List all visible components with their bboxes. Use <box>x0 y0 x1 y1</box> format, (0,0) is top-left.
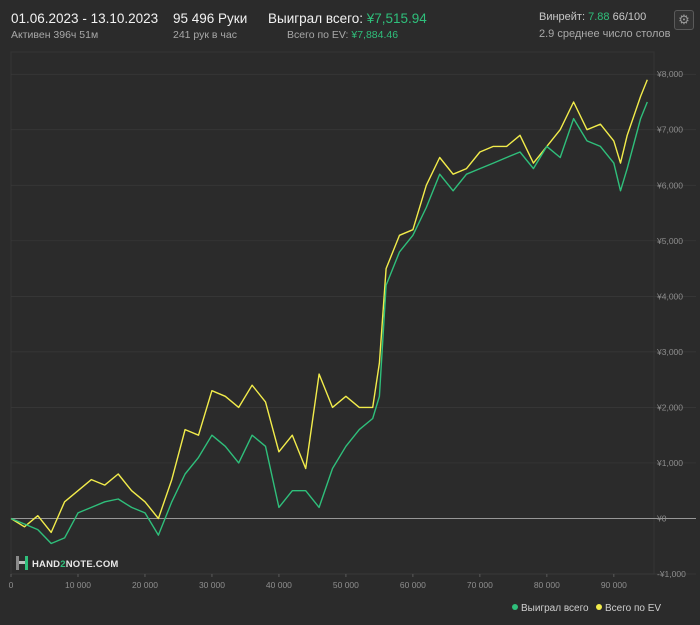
legend-won[interactable]: Выиграл всего <box>512 603 589 614</box>
series-won-line <box>10 101 648 545</box>
series <box>10 79 648 545</box>
y-axis: -¥1,000 ¥0 ¥1,000 ¥2,000 ¥3,000 ¥4,000 ¥5,000 ¥… <box>656 69 686 579</box>
x-tick-label: 20 000 <box>132 580 158 590</box>
hand2note-logo-icon <box>16 556 28 570</box>
won-label: Выиграл всего: <box>268 11 363 26</box>
x-tick-label: 10 000 <box>65 580 91 590</box>
y-tick-label: ¥1,000 <box>656 458 683 468</box>
y-tick-label: ¥6,000 <box>656 180 683 190</box>
legend-won-dot <box>512 604 518 610</box>
grid <box>10 51 696 575</box>
won-total: Выиграл всего: ¥7,515.94 <box>268 11 427 26</box>
date-range[interactable]: 01.06.2023 - 13.10.2023 <box>11 11 159 26</box>
logo-text-b: 2 <box>60 559 66 570</box>
y-tick-label: ¥8,000 <box>656 69 683 79</box>
legend-ev-label: Всего по EV <box>605 603 662 614</box>
active-time: Активен 396ч 51м <box>11 29 99 41</box>
hand2note-logo: HAND2NOTE.COM <box>16 556 119 570</box>
x-tick-label: 30 000 <box>199 580 225 590</box>
x-tick-label: 40 000 <box>266 580 292 590</box>
y-tick-label: ¥2,000 <box>656 402 683 412</box>
hands-count: 95 496 Руки <box>173 11 248 26</box>
ev-total: Всего по EV: ¥7,884.46 <box>287 29 398 41</box>
winrate-value: 7.88 <box>588 11 610 23</box>
winrate-label: Винрейт: <box>539 11 586 23</box>
x-tick-label: 80 000 <box>534 580 560 590</box>
tables-average: 2.9 среднее число столов <box>539 28 671 40</box>
gear-icon[interactable]: ⚙ <box>674 10 694 30</box>
y-tick-label: ¥5,000 <box>656 236 683 246</box>
x-axis: 0 10 000 20 000 30 000 40 000 50 000 60 000 70 … <box>9 574 627 590</box>
legend-ev[interactable]: Всего по EV <box>596 603 661 614</box>
y-tick-label: ¥4,000 <box>656 291 683 301</box>
x-tick-label: 90 000 <box>601 580 627 590</box>
won-value: ¥7,515.94 <box>366 11 427 26</box>
ev-label: Всего по EV: <box>287 29 349 41</box>
hands-per-hour: 241 рук в час <box>173 29 237 41</box>
y-tick-label: ¥3,000 <box>656 347 683 357</box>
logo-text-a: HAND <box>32 559 61 570</box>
logo-text-c: NOTE.COM <box>65 559 119 570</box>
header: 01.06.2023 - 13.10.2023 Активен 396ч 51м… <box>0 0 700 48</box>
legend-won-label: Выиграл всего <box>521 603 589 614</box>
plot-area <box>10 51 655 575</box>
y-tick-label: ¥0 <box>656 513 667 523</box>
winrate: Винрейт: 7.88 66/100 <box>539 11 646 23</box>
y-tick-label: -¥1,000 <box>657 569 686 579</box>
x-tick-label: 50 000 <box>333 580 359 590</box>
y-tick-label: ¥7,000 <box>656 125 683 135</box>
winrate-suffix: 66/100 <box>612 11 647 23</box>
x-tick-label: 0 <box>9 580 14 590</box>
x-tick-label: 60 000 <box>400 580 426 590</box>
x-tick-label: 70 000 <box>467 580 493 590</box>
ev-value: ¥7,884.46 <box>351 29 399 41</box>
chart: -¥1,000 ¥0 ¥1,000 ¥2,000 ¥3,000 ¥4,000 ¥5,000 ¥… <box>9 51 696 590</box>
series-ev-line <box>10 79 648 534</box>
legend-ev-dot <box>596 604 602 610</box>
